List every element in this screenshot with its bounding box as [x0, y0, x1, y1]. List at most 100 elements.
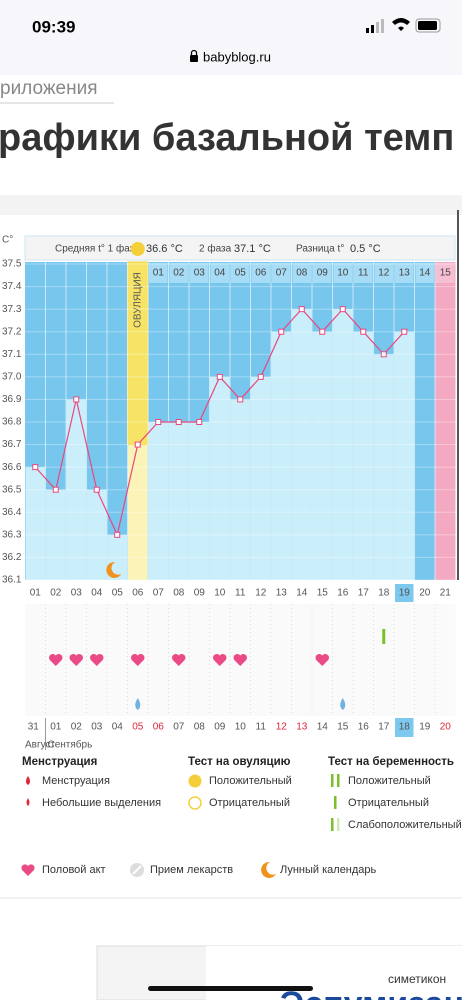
y-tick-label: 36.1	[2, 575, 22, 586]
scroll-track	[0, 195, 462, 215]
x-tick-label: 17	[358, 588, 370, 599]
moon-icon	[106, 561, 122, 578]
legend-item: Отрицательный	[209, 797, 290, 809]
phase2-day: 10	[337, 268, 349, 279]
calendar-date: 08	[194, 722, 206, 733]
day-bar	[46, 489, 66, 580]
calendar-date: 02	[71, 722, 83, 733]
temperature-point	[93, 486, 100, 493]
legend-icon	[132, 865, 142, 875]
day-bar	[271, 331, 291, 580]
calendar-date: 03	[91, 722, 103, 733]
y-tick-label: 37.0	[2, 371, 22, 382]
legend-item: Отрицательный	[348, 797, 429, 809]
phase2-day: 08	[296, 268, 308, 279]
day-bar	[148, 422, 168, 580]
y-axis-label: C°	[2, 235, 13, 246]
url[interactable]: babyblog.ru	[203, 49, 271, 64]
temperature-point	[114, 531, 121, 538]
intercourse-icon	[131, 653, 145, 666]
legend-heading: Тест на овуляцию	[188, 756, 291, 768]
calendar-date: 20	[440, 722, 452, 733]
calendar-date: 15	[337, 722, 349, 733]
temperature-point	[175, 419, 182, 425]
legend-item: Небольшие выделения	[42, 797, 161, 809]
day-header-cell	[436, 263, 455, 283]
day-header-cell	[210, 263, 229, 283]
day-header-cell	[415, 263, 434, 283]
legend-icon	[331, 818, 334, 831]
x-tick-label: 03	[71, 588, 83, 599]
temperature-point	[52, 486, 59, 493]
phase2-day: 15	[440, 268, 452, 279]
x-tick-label: 05	[112, 588, 124, 599]
y-tick-label: 36.5	[2, 484, 22, 495]
month-label: Август	[25, 740, 56, 751]
y-tick-label: 36.7	[2, 439, 22, 450]
ad-subtitle: симетикон	[388, 972, 446, 986]
summary-label: 2 фаза	[199, 243, 232, 255]
calendar-date: 17	[378, 722, 390, 733]
x-tick-label: 18	[378, 588, 390, 599]
phase2-day: 14	[419, 268, 431, 279]
temperature-point	[134, 441, 141, 448]
calendar-date: 07	[173, 722, 185, 733]
intercourse-icon	[69, 654, 84, 666]
temperature-point	[298, 306, 305, 313]
day-header-cell	[149, 263, 168, 283]
intercourse-icon	[48, 653, 63, 666]
x-tick-label: 19	[399, 588, 411, 599]
temperature-point	[380, 351, 387, 358]
phase2-day: 12	[378, 268, 390, 279]
day-bar	[312, 331, 332, 580]
intercourse-icon	[172, 653, 186, 666]
day-bar	[230, 399, 250, 580]
calendar-date: 19	[419, 722, 431, 733]
url-bar[interactable]: babyblog.ru	[190, 49, 271, 64]
day-bar	[394, 331, 414, 580]
day-bar	[251, 376, 271, 580]
phase2-day: 11	[358, 268, 369, 279]
ad-banner[interactable]: симетикон Эспумизан	[96, 945, 462, 1000]
legend-icon	[334, 796, 337, 809]
day-bar	[210, 376, 230, 580]
legend-icon	[261, 861, 276, 878]
x-tick-label: 06	[132, 588, 144, 599]
today-box	[395, 718, 414, 737]
breadcrumb[interactable]: риложения	[0, 78, 98, 99]
legend-item: Половой акт	[42, 864, 106, 876]
legend-icon	[188, 796, 202, 810]
calendar-date: 01	[50, 722, 62, 733]
day-bar	[128, 444, 148, 580]
day-header-cell	[313, 263, 332, 283]
x-tick-label: 11	[235, 588, 246, 599]
phase2-day: 03	[194, 268, 206, 279]
day-header-cell	[272, 263, 291, 283]
x-tick-label: 08	[173, 588, 185, 599]
summary-label: Разница t°	[296, 244, 344, 255]
legend-icon	[26, 776, 30, 785]
month-label: Сентябрь	[48, 739, 93, 751]
day-header-cell	[190, 263, 209, 283]
legend-item: Положительный	[209, 775, 292, 787]
x-tick-label: 12	[255, 588, 267, 599]
ovulation-label: ОВУЛЯЦИЯ	[132, 272, 143, 328]
x-tick-label: 04	[91, 588, 103, 599]
day-bar	[374, 354, 394, 580]
phase2-day: 01	[153, 268, 165, 279]
calendar-date: 16	[358, 722, 370, 733]
x-tick-label: 07	[153, 588, 165, 599]
day-bar	[292, 309, 312, 580]
status-icons	[366, 18, 441, 33]
day-header-cell	[292, 263, 311, 283]
legend-heading: Тест на беременность	[328, 756, 454, 768]
calendar-date: 10	[235, 722, 247, 733]
phase2-day: 06	[255, 268, 267, 279]
browser-bar	[0, 0, 462, 75]
temperature-point	[155, 419, 162, 425]
phase2-day: 02	[173, 268, 185, 279]
y-tick-label: 37.1	[2, 349, 22, 360]
temperature-point	[196, 419, 203, 425]
legend-icon	[337, 818, 340, 831]
